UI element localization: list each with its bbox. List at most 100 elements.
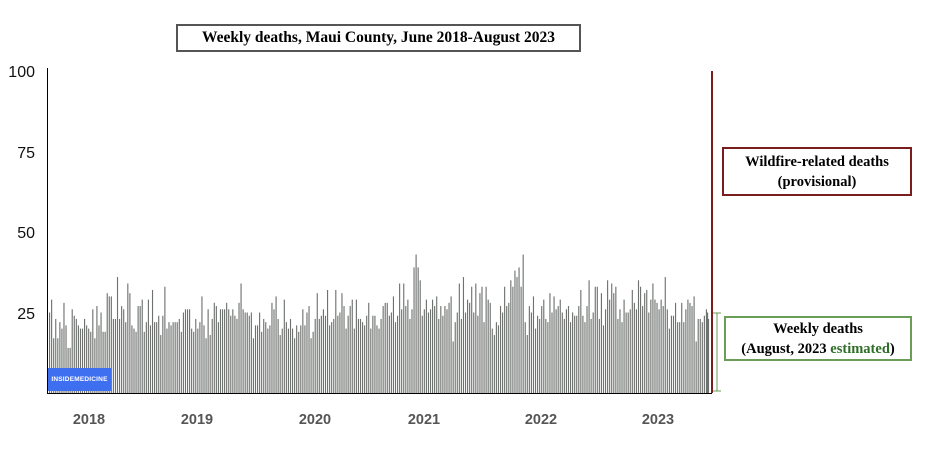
weekly-death-bar bbox=[341, 293, 343, 393]
weekly-death-bar bbox=[355, 299, 357, 393]
weekly-death-bar bbox=[631, 289, 633, 393]
weekly-death-bar bbox=[324, 315, 327, 393]
weekly-death-bar bbox=[149, 325, 152, 393]
weekly-death-bar bbox=[427, 312, 430, 393]
weekly-death-bar bbox=[524, 322, 526, 393]
weekly-death-bar bbox=[666, 309, 668, 393]
weekly-death-bar bbox=[170, 325, 172, 393]
weekly-death-bar bbox=[61, 328, 63, 393]
weekly-death-bar bbox=[143, 331, 145, 393]
weekly-death-bar bbox=[409, 318, 411, 393]
weekly-death-bar bbox=[413, 267, 415, 393]
weekly-death-bar bbox=[485, 286, 487, 393]
weekly-death-bar bbox=[596, 286, 598, 393]
weekly-death-bar bbox=[487, 299, 489, 393]
weekly-death-bar bbox=[102, 331, 104, 393]
weekly-death-bar bbox=[156, 322, 158, 393]
weekly-death-bar bbox=[639, 286, 642, 393]
weekly-death-bar bbox=[512, 286, 514, 393]
weekly-death-bar bbox=[81, 328, 84, 393]
x-tick-labels: 2018 2019 2020 2021 2022 2023 bbox=[73, 412, 674, 428]
weekly-death-bar bbox=[672, 315, 675, 393]
weekly-death-bar bbox=[388, 315, 390, 393]
weekly-death-bar bbox=[436, 296, 438, 393]
weekly-death-bar bbox=[135, 331, 137, 393]
weekly-death-bar bbox=[578, 306, 580, 393]
weekly-death-bar bbox=[495, 322, 497, 393]
weekly-death-bar bbox=[267, 328, 269, 393]
weekly-death-bar bbox=[141, 299, 143, 393]
weekly-death-bar bbox=[687, 299, 689, 393]
y-tick-label: 50 bbox=[17, 225, 35, 242]
weekly-death-bar bbox=[617, 318, 619, 393]
weekly-death-bar bbox=[125, 322, 127, 393]
weekly-death-bar bbox=[489, 302, 491, 393]
weekly-death-bar bbox=[561, 312, 563, 393]
weekly-death-bar bbox=[100, 312, 102, 393]
weekly-death-bar bbox=[656, 302, 658, 393]
y-tick-labels: 25 50 75 100 bbox=[8, 64, 35, 323]
weekly-death-bar bbox=[310, 338, 312, 393]
weekly-death-bar bbox=[314, 318, 316, 393]
weekly-death-bar bbox=[681, 302, 683, 393]
weekly-death-bar bbox=[491, 328, 493, 393]
weekly-death-bar bbox=[567, 306, 570, 393]
weekly-death-bar bbox=[129, 293, 131, 393]
weekly-death-bar bbox=[106, 293, 108, 393]
weekly-death-bar bbox=[240, 283, 242, 393]
weekly-death-bar bbox=[205, 338, 207, 393]
weekly-death-bar bbox=[703, 315, 705, 393]
weekly-death-bar bbox=[209, 335, 211, 393]
weekly-death-bar bbox=[543, 299, 545, 393]
weekly-death-bar bbox=[145, 322, 147, 393]
weekly-death-bar bbox=[648, 312, 650, 393]
weekly-death-bar bbox=[646, 289, 648, 393]
weekly-death-bar bbox=[679, 322, 681, 393]
weekly-death-bar bbox=[598, 318, 600, 393]
weekly-death-bar bbox=[432, 299, 434, 393]
weekly-death-bar bbox=[226, 302, 228, 393]
weekly-death-bar bbox=[63, 302, 65, 393]
weekly-death-bar bbox=[335, 289, 337, 393]
weekly-death-bar bbox=[174, 322, 176, 393]
weekly-death-bar bbox=[213, 302, 215, 393]
weekly-death-bar bbox=[160, 335, 162, 393]
wildfire-annotation-line-1: Wildfire-related deaths bbox=[745, 153, 889, 170]
weekly-death-bar bbox=[364, 325, 366, 393]
weekly-death-bar bbox=[569, 322, 572, 393]
weekly-death-bar bbox=[504, 286, 506, 393]
x-tick-label: 2018 bbox=[73, 412, 105, 428]
weekly-death-bar bbox=[475, 283, 477, 393]
weekly-death-bar bbox=[613, 293, 615, 393]
weekly-death-bar bbox=[162, 315, 164, 393]
weekly-death-bar bbox=[483, 322, 485, 393]
weekly-death-bar bbox=[481, 286, 483, 393]
weekly-death-bar bbox=[454, 322, 456, 393]
weekly-death-bar bbox=[345, 328, 347, 393]
weekly-death-bar bbox=[349, 306, 351, 393]
weekly-death-bar bbox=[565, 309, 567, 393]
weekly-death-bar bbox=[372, 315, 374, 393]
weekly-annotation-line-1: Weekly deaths bbox=[773, 320, 863, 337]
weekly-death-bar bbox=[207, 309, 209, 393]
weekly-death-bar bbox=[193, 331, 195, 393]
weekly-death-bar bbox=[114, 318, 117, 393]
weekly-death-bar bbox=[670, 315, 673, 393]
chart-title: Weekly deaths, Maui County, June 2018-Au… bbox=[176, 24, 581, 52]
weekly-death-bar bbox=[306, 312, 308, 393]
weekly-death-bar bbox=[697, 318, 699, 393]
weekly-death-bar bbox=[534, 328, 537, 393]
weekly-death-bar bbox=[434, 306, 436, 393]
weekly-death-bar bbox=[423, 309, 425, 393]
weekly-death-bar bbox=[623, 299, 625, 393]
weekly-death-bar bbox=[411, 309, 413, 393]
weekly-death-bar bbox=[689, 302, 691, 393]
weekly-death-bar bbox=[73, 315, 75, 393]
weekly-death-bar bbox=[378, 328, 380, 393]
weekly-death-bar bbox=[516, 277, 518, 393]
weekly-death-bar bbox=[425, 299, 427, 393]
weekly-death-bar bbox=[71, 309, 73, 393]
weekly-death-bar bbox=[460, 318, 462, 393]
weekly-death-bar bbox=[699, 318, 701, 393]
weekly-death-bar bbox=[660, 299, 662, 393]
